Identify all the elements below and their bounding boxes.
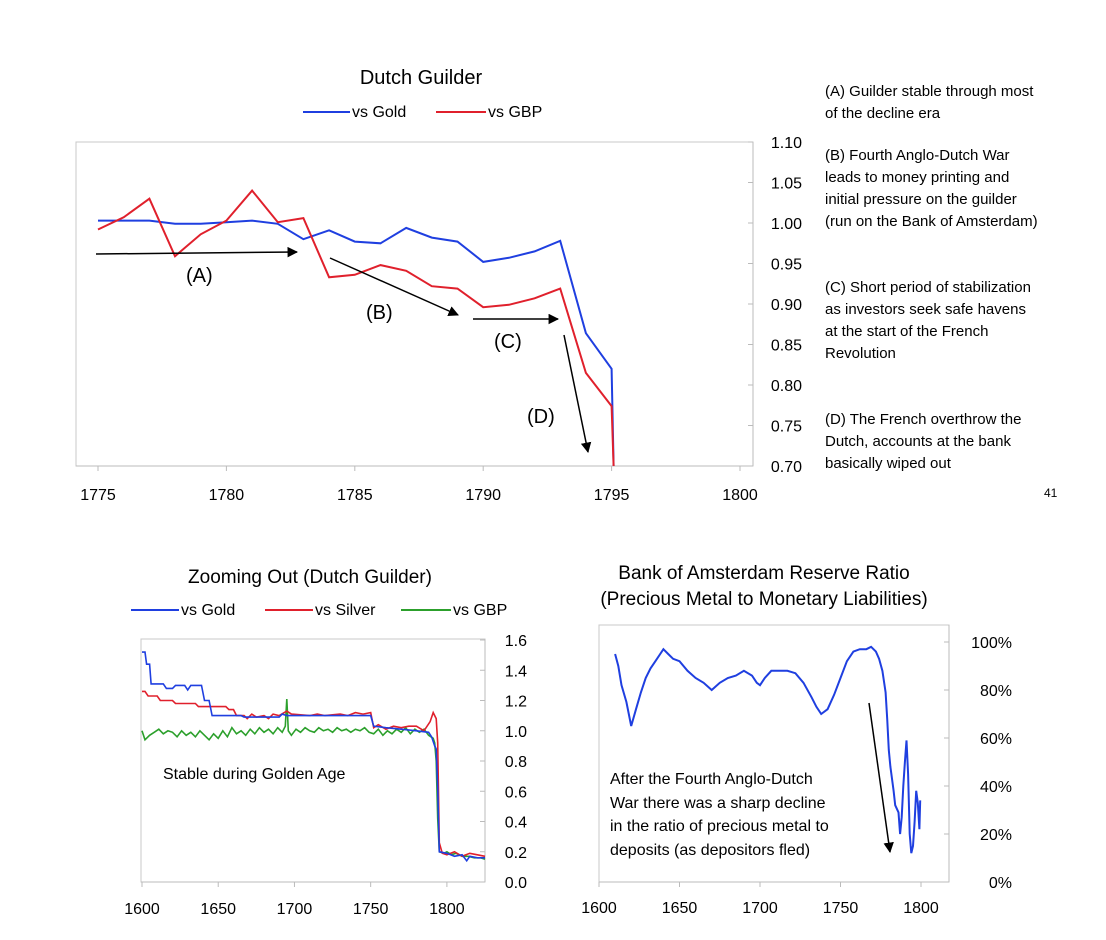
chart2-y-tick-label: 0.0 (505, 875, 527, 892)
annotation-b: (B) (366, 302, 393, 324)
chart1-x-tick-label: 1780 (209, 487, 245, 504)
chart1-x-tick-label: 1785 (337, 487, 373, 504)
chart3-x-tick-label: 1700 (742, 900, 778, 917)
chart2-x-tick-label: 1700 (277, 901, 313, 918)
chart3-y-tick-label: 100% (971, 635, 1012, 652)
chart2-y-tick-label: 0.2 (505, 845, 527, 862)
chart3-subtitle: (Precious Metal to Monetary Liabilities) (600, 589, 927, 610)
note-a: (A) Guilder stable through most of the d… (825, 83, 1034, 122)
chart3-title: Bank of Amsterdam Reserve Ratio (618, 563, 909, 584)
chart2-plot-area (140, 638, 486, 883)
chart3-x-tick-label: 1600 (581, 900, 617, 917)
annotation-d: (D) (527, 406, 555, 428)
chart2-y-tick-label: 0.6 (505, 784, 527, 801)
chart2-y-tick-label: 1.0 (505, 724, 527, 741)
chart1-x-tick-label: 1800 (722, 487, 758, 504)
chart2-y-tick-label: 0.8 (505, 754, 527, 771)
chart1-y-tick-label: 0.75 (771, 419, 802, 436)
chart1-y-tick-label: 0.90 (771, 297, 802, 314)
chart3-y-tick-label: 80% (980, 683, 1012, 700)
chart1-y-tick-label: 0.85 (771, 338, 802, 355)
chart2-legend-gold: vs Gold (181, 602, 235, 619)
chart3-x-tick-label: 1650 (662, 900, 698, 917)
chart2-x-tick-label: 1650 (200, 901, 236, 918)
chart3-x-tick-label: 1750 (823, 900, 859, 917)
chart2-legend-silver: vs Silver (315, 602, 376, 619)
annotation-c: (C) (494, 331, 522, 353)
chart1-series-vs-gold (98, 219, 615, 467)
note-c: (C) Short period of stabilization as inv… (825, 279, 1031, 362)
chart3-annotation-line-1: After the Fourth Anglo-Dutch (610, 771, 813, 788)
arrow-b (329, 257, 459, 316)
chart2-y-tick-label: 0.4 (505, 815, 527, 832)
chart2-series-vs-gold (142, 651, 485, 863)
chart3-x-tick-label: 1800 (903, 900, 939, 917)
chart3-y-tick-label: 40% (980, 779, 1012, 796)
chart3-y-tick-label: 20% (980, 827, 1012, 844)
chart1-legend-gbp: vs GBP (488, 104, 542, 121)
chart3-annotation-line-3: in the ratio of precious metal to (610, 818, 829, 835)
chart1-y-tick-label: 0.95 (771, 257, 802, 274)
annotation-a: (A) (186, 265, 213, 287)
chart1-legend-gold: vs Gold (352, 104, 406, 121)
page-number: 41 (1044, 486, 1058, 500)
chart3-series-reserve-ratio (614, 645, 922, 854)
chart1-y-tick-label: 1.05 (771, 176, 802, 193)
chart2-y-tick-label: 1.2 (505, 694, 527, 711)
chart2-x-tick-label: 1750 (353, 901, 389, 918)
chart1-y-tick-label: 1.00 (771, 216, 802, 233)
chart3-y-tick-label: 0% (989, 875, 1012, 892)
note-d: (D) The French overthrow the Dutch, acco… (825, 411, 1022, 472)
chart1-series-vs-gbp (97, 189, 615, 467)
chart2-y-tick-label: 1.4 (505, 663, 527, 680)
chart2-annotation: Stable during Golden Age (163, 766, 345, 783)
chart1-x-tick-label: 1775 (80, 487, 116, 504)
chart1-x-tick-label: 1790 (465, 487, 501, 504)
chart2-x-tick-label: 1800 (429, 901, 465, 918)
chart2-x-tick-label: 1600 (124, 901, 160, 918)
chart3-y-tick-label: 60% (980, 731, 1012, 748)
chart2-y-tick-label: 1.6 (505, 633, 527, 650)
chart1-y-tick-label: 0.70 (771, 459, 802, 476)
chart1: Dutch Guilder vs Gold vs GBP 1775 1780 178… (75, 67, 802, 504)
arrow-d (563, 334, 592, 454)
chart1-y-tick-label: 1.10 (771, 135, 802, 152)
arrow-a (95, 246, 299, 258)
chart3-annotation-line-2: War there was a sharp decline (610, 795, 826, 812)
arrow-reserve-decline (868, 702, 894, 854)
chart2: Zooming Out (Dutch Guilder) vs Gold vs S… (124, 567, 527, 918)
chart1-title: Dutch Guilder (360, 67, 483, 89)
chart1-y-tick-label: 0.80 (771, 378, 802, 395)
note-b: (B) Fourth Anglo-Dutch War leads to mone… (825, 147, 1038, 230)
chart3-annotation-line-4: deposits (as depositors fled) (610, 842, 810, 859)
chart2-legend-gbp: vs GBP (453, 602, 507, 619)
chart2-title: Zooming Out (Dutch Guilder) (188, 567, 432, 588)
chart3: Bank of Amsterdam Reserve Ratio (Preciou… (581, 563, 1012, 917)
chart1-plot-area (75, 141, 754, 467)
chart1-x-tick-label: 1795 (594, 487, 630, 504)
